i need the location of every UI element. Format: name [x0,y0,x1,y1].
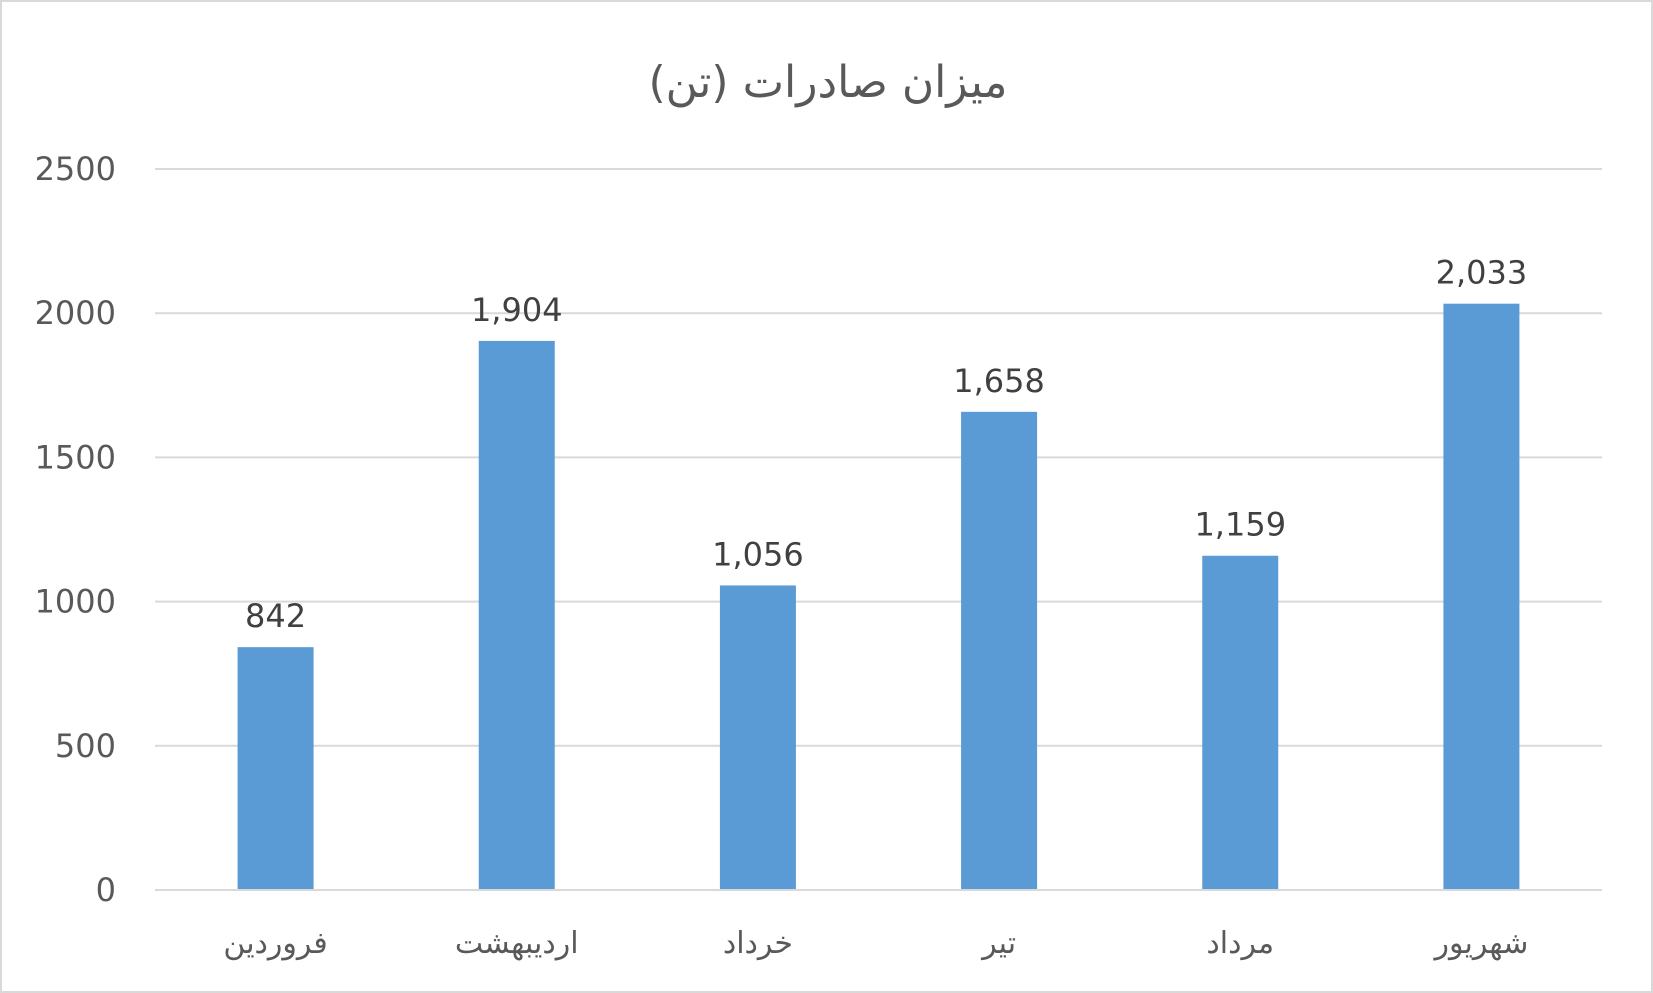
bar [719,585,796,890]
x-category-label: فروردین [223,926,327,961]
x-category-label: خرداد [723,926,793,961]
chart-title: میزان صادرات (تن) [649,57,1008,108]
data-label: 1,658 [953,362,1045,400]
data-label: 1,904 [471,291,563,329]
y-tick-label: 2500 [35,150,116,188]
data-label: 2,033 [1436,254,1528,292]
x-category-label: شهریور [1432,926,1528,961]
data-label: 1,056 [712,535,804,573]
bar [961,411,1038,890]
y-tick-label: 1500 [35,438,116,476]
bar [237,647,314,890]
y-tick-label: 2000 [35,294,116,332]
bar [1443,303,1520,890]
bar [1202,555,1279,890]
bar [478,340,555,890]
y-tick-label: 500 [55,727,116,765]
y-tick-label: 1000 [35,583,116,621]
data-label: 842 [245,597,306,635]
x-category-label: تیر [980,926,1016,961]
x-category-label: مرداد [1206,926,1274,961]
x-category-label: اردیبهشت [455,926,579,961]
data-label: 1,159 [1194,506,1286,544]
y-tick-label: 0 [96,871,116,909]
